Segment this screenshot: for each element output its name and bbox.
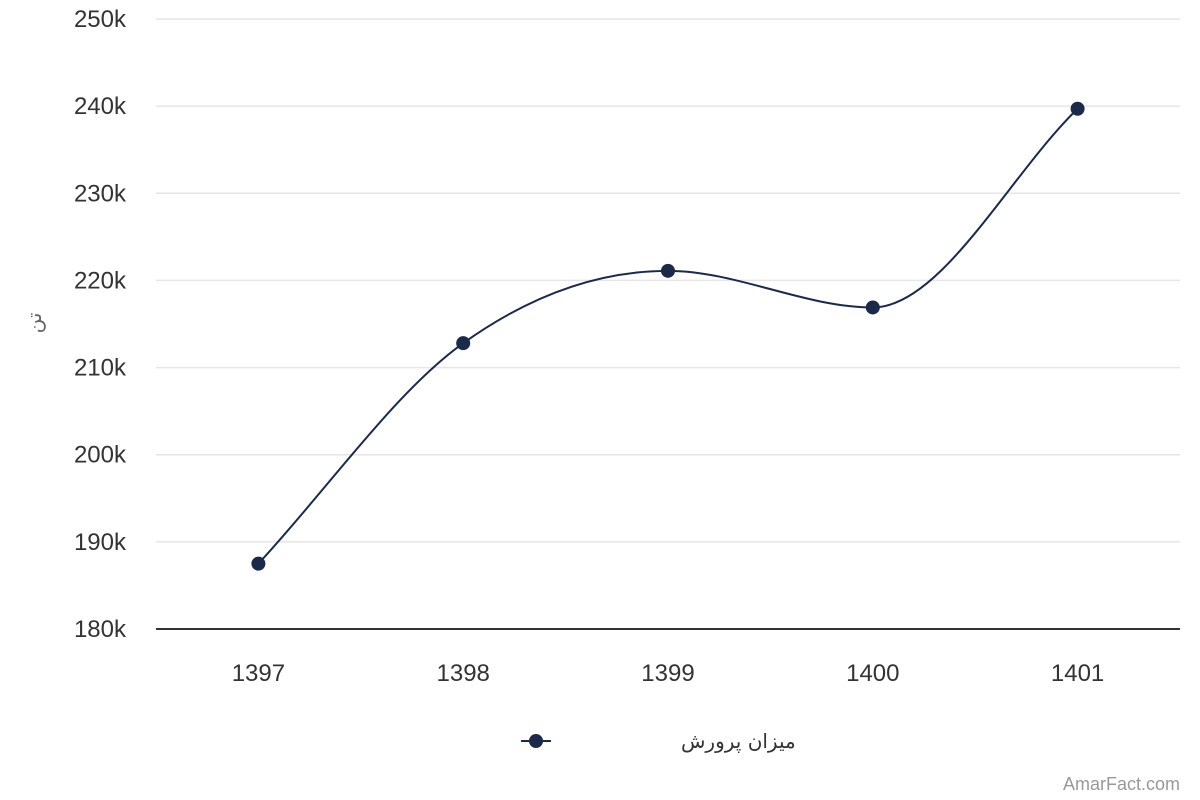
series-line [257, 108, 1079, 565]
y-tick-label: 180k [74, 616, 127, 643]
credit-text[interactable]: AmarFact.com [1063, 774, 1180, 794]
y-axis-title: تن [22, 313, 46, 334]
x-tick-label: 1397 [232, 660, 285, 687]
y-tick-label: 210k [74, 355, 127, 382]
y-tick-label: 190k [74, 529, 127, 556]
y-tick-label: 240k [74, 93, 127, 120]
legend[interactable]: میزان پرورش [521, 729, 796, 754]
y-tick-label: 200k [74, 442, 127, 469]
data-point[interactable] [865, 300, 880, 315]
x-tick-label: 1399 [641, 660, 694, 687]
data-point[interactable] [661, 263, 675, 278]
y-tick-label: 250k [74, 6, 127, 33]
x-axis-tick-labels: 1397 1398 1399 1400 1401 [232, 660, 1105, 687]
y-tick-label: 230k [74, 180, 127, 207]
grid-lines [156, 18, 1180, 543]
legend-label: میزان پرورش [681, 729, 796, 754]
y-axis-tick-labels: 180k 190k 200k 210k 220k 230k 240k 250k [74, 6, 127, 643]
x-tick-label: 1398 [437, 660, 490, 687]
x-tick-label: 1401 [1051, 660, 1104, 687]
data-point[interactable] [456, 336, 471, 351]
data-point[interactable] [1070, 101, 1085, 116]
legend-marker [529, 734, 543, 748]
data-point[interactable] [251, 556, 266, 571]
series-points [251, 101, 1085, 571]
y-tick-label: 220k [74, 267, 127, 294]
x-tick-label: 1400 [846, 660, 899, 687]
